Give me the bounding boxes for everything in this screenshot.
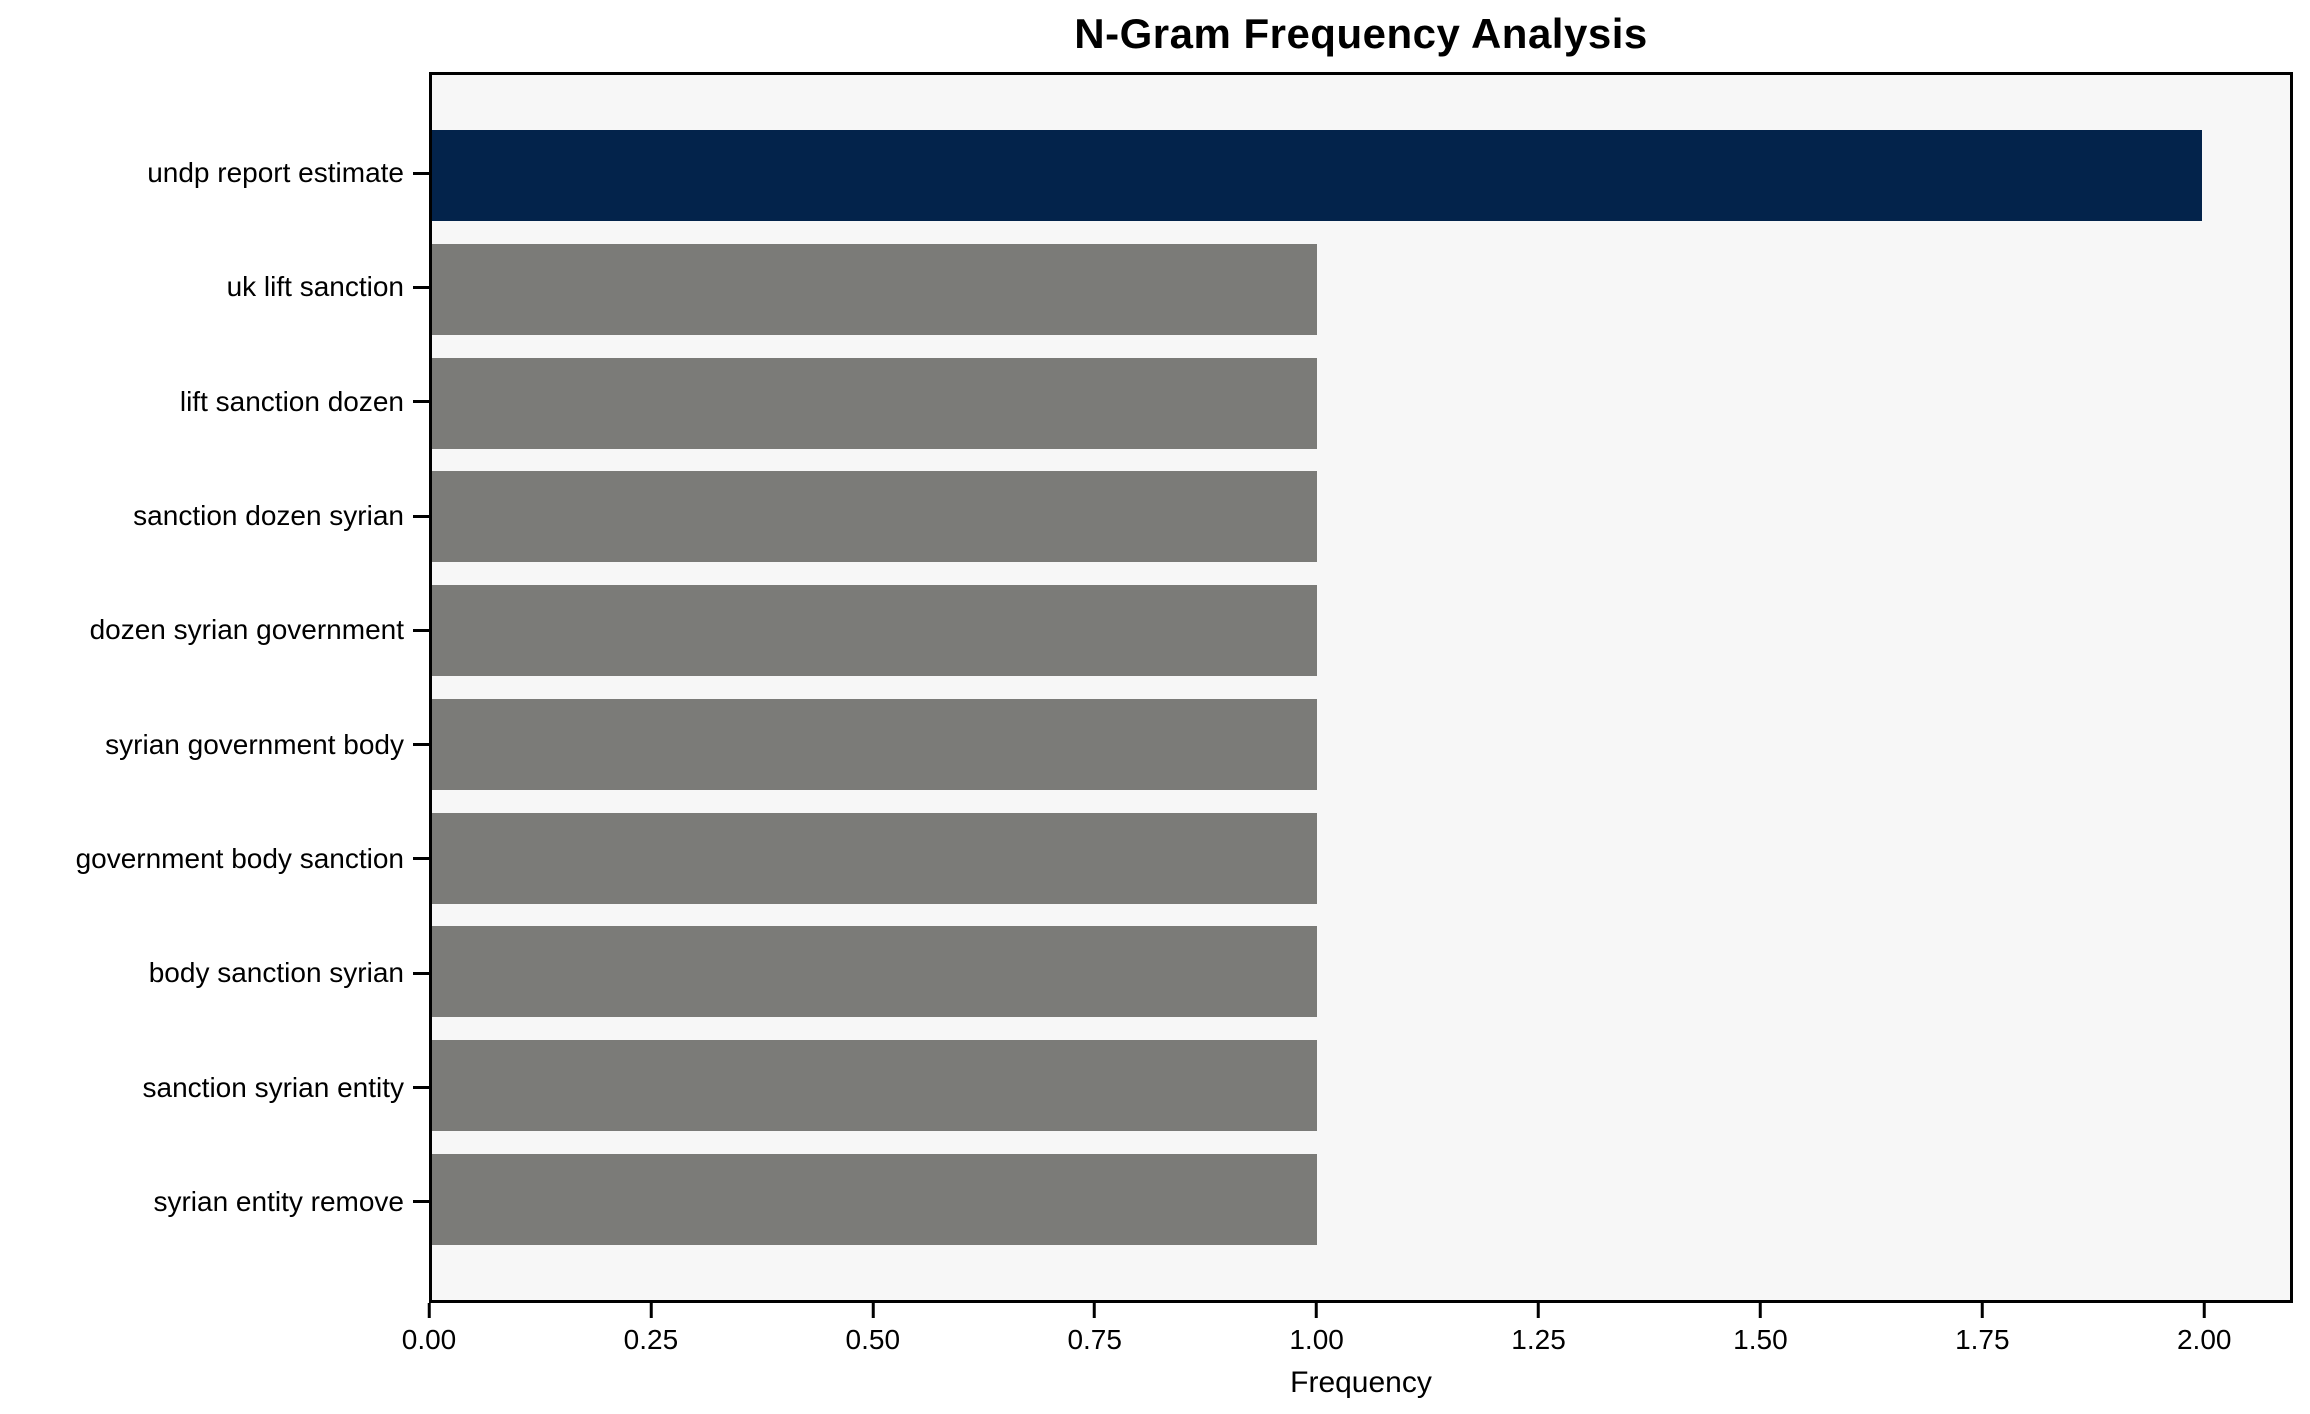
- x-tick-mark: [649, 1303, 653, 1318]
- x-tick-mark: [427, 1303, 431, 1318]
- x-tick: 0.25: [623, 1303, 679, 1356]
- y-category-label: sanction dozen syrian: [133, 500, 404, 532]
- bar-row: [432, 1029, 2290, 1143]
- x-tick-label: 0.75: [1067, 1324, 1122, 1355]
- y-category-row: undp report estimate: [0, 116, 429, 230]
- y-tick-mark: [413, 1200, 429, 1204]
- x-tick: 1.25: [1511, 1303, 1566, 1356]
- x-tick: 0.50: [845, 1303, 901, 1356]
- x-tick-mark: [1537, 1303, 1541, 1318]
- y-axis-labels: undp report estimate uk lift sanction li…: [0, 72, 429, 1303]
- y-category-row: dozen syrian government: [0, 573, 429, 687]
- y-category-label: lift sanction dozen: [179, 385, 404, 417]
- bar: [432, 244, 1317, 336]
- bar-row: [432, 801, 2290, 915]
- x-tick: 1.00: [1289, 1303, 1344, 1356]
- bar: [432, 812, 1317, 904]
- x-tick-mark: [2202, 1303, 2206, 1318]
- y-category-label: syrian government body: [105, 728, 404, 760]
- y-tick-mark: [413, 743, 429, 747]
- bar: [432, 471, 1317, 563]
- x-tick-label: 0.00: [401, 1324, 457, 1355]
- x-tick-label: 1.75: [1955, 1324, 2010, 1355]
- x-tick-label: 0.25: [623, 1324, 679, 1355]
- y-category-label: government body sanction: [75, 842, 404, 874]
- x-tick-mark: [1093, 1303, 1097, 1318]
- bar: [432, 585, 1317, 677]
- y-category-row: body sanction syrian: [0, 916, 429, 1030]
- bar: [432, 698, 1317, 790]
- y-category-label: syrian entity remove: [153, 1185, 404, 1217]
- plot-area: [429, 72, 2293, 1303]
- y-tick-mark: [413, 628, 429, 632]
- x-tick-mark: [1315, 1303, 1319, 1318]
- bar-rows: [432, 75, 2290, 1300]
- x-tick: 1.50: [1733, 1303, 1788, 1356]
- x-tick-label: 1.25: [1511, 1324, 1566, 1355]
- bar: [432, 1153, 1317, 1245]
- x-tick-label: 1.50: [1733, 1324, 1788, 1355]
- bar-row: [432, 233, 2290, 347]
- y-tick-mark: [413, 171, 429, 175]
- x-tick-label: 1.00: [1289, 1324, 1344, 1355]
- bar: [432, 926, 1317, 1018]
- y-category-label: uk lift sanction: [226, 271, 404, 303]
- y-category-label: sanction syrian entity: [142, 1071, 404, 1103]
- y-category-label: dozen syrian government: [89, 614, 404, 646]
- y-category-row: sanction dozen syrian: [0, 459, 429, 573]
- chart-title: N-Gram Frequency Analysis: [1074, 10, 1648, 57]
- y-category-row: syrian entity remove: [0, 1145, 429, 1259]
- bar-row: [432, 574, 2290, 688]
- y-category-row: lift sanction dozen: [0, 345, 429, 459]
- y-tick-mark: [413, 514, 429, 518]
- bar-row: [432, 346, 2290, 460]
- y-category-row: sanction syrian entity: [0, 1030, 429, 1144]
- x-tick-mark: [871, 1303, 875, 1318]
- y-category-label: body sanction syrian: [148, 957, 404, 989]
- x-tick: 0.75: [1067, 1303, 1122, 1356]
- x-tick: 0.00: [401, 1303, 457, 1356]
- x-tick: 1.75: [1955, 1303, 2010, 1356]
- x-axis-title: Frequency: [1290, 1366, 1432, 1399]
- x-tick: 2.00: [2176, 1303, 2232, 1356]
- x-tick-label: 0.50: [845, 1324, 901, 1355]
- bar: [432, 130, 2202, 222]
- y-tick-mark: [413, 400, 429, 404]
- bar: [432, 357, 1317, 449]
- bar: [432, 1040, 1317, 1131]
- x-tick-mark: [1980, 1303, 1984, 1318]
- x-tick-label: 2.00: [2176, 1324, 2232, 1355]
- bar-row: [432, 915, 2290, 1029]
- bar-row: [432, 119, 2290, 233]
- y-tick-mark: [413, 1086, 429, 1090]
- y-tick-mark: [413, 857, 429, 861]
- y-category-label: undp report estimate: [147, 157, 404, 189]
- bar-row: [432, 688, 2290, 802]
- y-category-row: syrian government body: [0, 687, 429, 801]
- bar-row: [432, 1142, 2290, 1256]
- y-category-row: uk lift sanction: [0, 230, 429, 344]
- x-tick-mark: [1758, 1303, 1762, 1318]
- y-tick-mark: [413, 285, 429, 289]
- y-tick-mark: [413, 971, 429, 975]
- y-category-row: government body sanction: [0, 802, 429, 916]
- bar-row: [432, 460, 2290, 574]
